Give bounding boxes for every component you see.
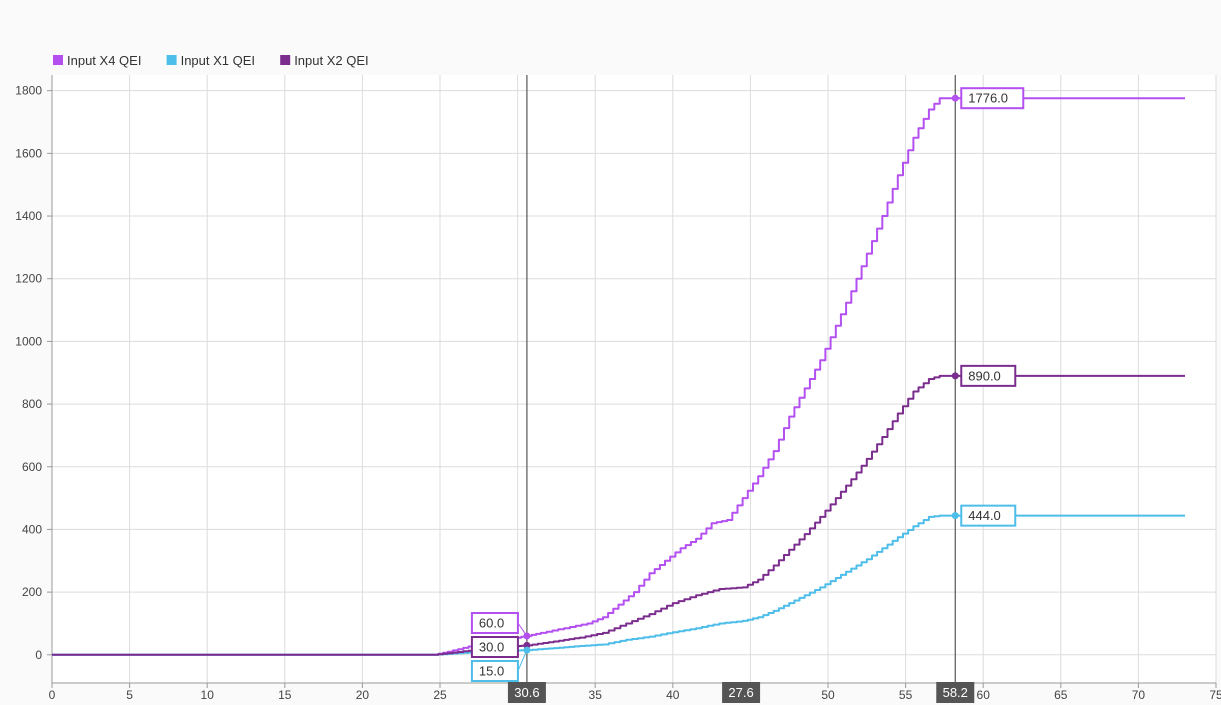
annotation-box xyxy=(960,504,1017,527)
y-tick-label: 600 xyxy=(22,460,42,474)
annotation-label: 60.0 xyxy=(479,616,504,631)
x-axis-ticks: 051015202530354045505560657075 xyxy=(49,682,1221,702)
annotation-box xyxy=(470,636,519,658)
y-tick-label: 800 xyxy=(22,397,42,411)
grid xyxy=(51,75,1217,683)
plot-area xyxy=(52,75,1216,683)
x-tick-label: 25 xyxy=(433,688,447,702)
x-tick-label: 40 xyxy=(666,688,680,702)
legend-item-input-x2-qei[interactable]: Input X2 QEI xyxy=(280,53,369,68)
legend-item-input-x4-qei[interactable]: Input X4 QEI xyxy=(53,53,141,68)
x-tick-label: 65 xyxy=(1054,688,1068,702)
legend-swatch xyxy=(166,55,177,65)
annotation-leader xyxy=(517,622,528,637)
annotation-leader xyxy=(517,644,527,648)
y-tick-label: 400 xyxy=(22,522,42,536)
annotation-label: 15.0 xyxy=(479,664,504,679)
annotation-box xyxy=(960,87,1025,110)
y-tick-label: 1600 xyxy=(15,146,42,160)
cursor-x-label-box[interactable] xyxy=(936,682,975,703)
y-tick-label: 200 xyxy=(22,585,42,599)
annotation-leader xyxy=(517,649,528,672)
annotation-label: 444.0 xyxy=(968,508,1001,523)
cursor-x-label: 30.6 xyxy=(514,685,539,700)
y-tick-label: 0 xyxy=(35,648,42,662)
annotation-label: 890.0 xyxy=(968,368,1001,383)
x-tick-label: 20 xyxy=(356,688,370,702)
annotation-box xyxy=(960,364,1017,387)
y-tick-label: 1800 xyxy=(15,84,42,98)
x-tick-label: 35 xyxy=(589,688,603,702)
cursor-x-label-box[interactable] xyxy=(507,682,546,703)
x-tick-label: 55 xyxy=(899,688,913,702)
x-tick-label: 10 xyxy=(201,688,215,702)
legend-swatch xyxy=(53,55,63,65)
annotation-box xyxy=(470,660,519,682)
x-tick-label: 5 xyxy=(126,688,133,702)
x-tick-label: 70 xyxy=(1132,688,1146,702)
cursor-x-label: 58.2 xyxy=(943,685,968,700)
annotation-label: 1776.0 xyxy=(968,91,1008,106)
y-tick-label: 1400 xyxy=(15,209,42,223)
cursor-delta-label: 27.6 xyxy=(728,685,753,700)
legend-label: Input X1 QEI xyxy=(181,53,255,68)
legend-label: Input X2 QEI xyxy=(294,53,368,68)
annotation-label: 30.0 xyxy=(479,640,504,655)
y-tick-label: 1000 xyxy=(15,334,42,348)
x-tick-label: 75 xyxy=(1209,688,1221,702)
annotation-box xyxy=(470,612,519,634)
legend-swatch xyxy=(280,55,291,65)
y-axis-ticks: 0 200 400 600 800 1000 1200 1400 1600 1800 xyxy=(15,75,53,683)
cursor-delta-box xyxy=(722,682,761,703)
y-tick-label: 1200 xyxy=(15,272,42,286)
legend-item-input-x1-qei[interactable]: Input X1 QEI xyxy=(166,53,255,68)
legend-label: Input X4 QEI xyxy=(67,53,141,68)
x-tick-label: 60 xyxy=(977,688,991,702)
legend[interactable]: Input X4 QEI Input X1 QEI Input X2 QEI xyxy=(53,53,369,68)
x-tick-label: 0 xyxy=(49,688,56,702)
x-tick-label: 15 xyxy=(278,688,292,702)
annotations: 60.0 30.0 15.0 1776.0 890.0 444.0 xyxy=(470,87,1025,682)
cursors[interactable]: 30.6 58.2 27.6 xyxy=(507,75,975,703)
x-tick-label: 50 xyxy=(821,688,835,702)
